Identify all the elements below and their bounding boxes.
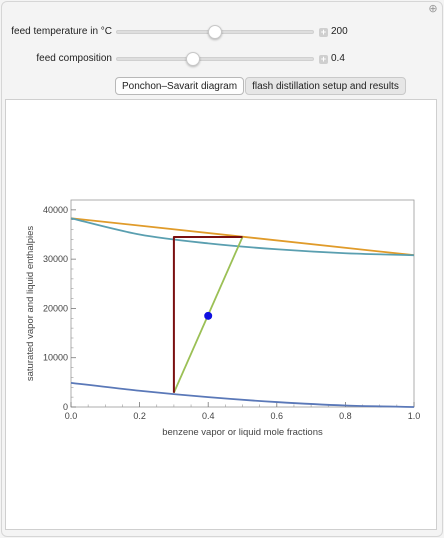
plot-panel: 0.0 0.2 0.4 0.6 0.8 1.0 0 10000 20000 30000 40000 b… [5, 99, 437, 530]
composition-control: feed composition + 0.4 [0, 51, 444, 67]
temperature-value: 200 [331, 26, 348, 37]
tab-ponchon-savarit[interactable]: Ponchon–Savarit diagram [115, 77, 245, 95]
y-tick-label: 20000 [43, 303, 68, 313]
y-axis-label: saturated vapor and liquid enthalpies [25, 226, 36, 382]
x-tick-label: 0.6 [271, 411, 284, 421]
x-tick-label: 0.2 [133, 411, 146, 421]
temperature-slider-thumb[interactable] [208, 25, 222, 39]
y-tick-label: 0 [63, 402, 68, 412]
composition-slider-track[interactable] [116, 57, 314, 61]
tab-flash-distillation[interactable]: flash distillation setup and results [245, 77, 406, 95]
composition-label: feed composition [36, 53, 112, 64]
x-axis-label: benzene vapor or liquid mole fractions [162, 427, 323, 438]
y-tick-label: 40000 [43, 205, 68, 215]
temperature-plus-icon[interactable]: + [319, 27, 328, 37]
x-tick-label: 0.0 [65, 411, 78, 421]
y-tick-label: 30000 [43, 254, 68, 264]
x-tick-label: 0.4 [202, 411, 215, 421]
x-tick-label: 1.0 [408, 411, 421, 421]
composition-value: 0.4 [331, 53, 345, 64]
y-tick-label: 10000 [43, 353, 68, 363]
feed-point [204, 311, 213, 320]
view-tabs: Ponchon–Savarit diagram flash distillati… [115, 77, 407, 95]
expand-icon[interactable]: ⊕ [428, 3, 438, 15]
composition-slider-thumb[interactable] [186, 52, 201, 66]
liquid-enthalpy-series [70, 381, 415, 408]
vapor-enthalpy-series [70, 217, 415, 257]
temperature-control: feed temperature in °C + 200 [0, 24, 444, 40]
flash-construction-series [172, 235, 243, 393]
temperature-label: feed temperature in °C [11, 26, 112, 37]
ponchon-savarit-chart: 0.0 0.2 0.4 0.6 0.8 1.0 0 10000 20000 30000 40000 b… [25, 199, 421, 438]
composition-plus-icon[interactable]: + [319, 54, 328, 64]
x-tick-label: 0.8 [339, 411, 352, 421]
